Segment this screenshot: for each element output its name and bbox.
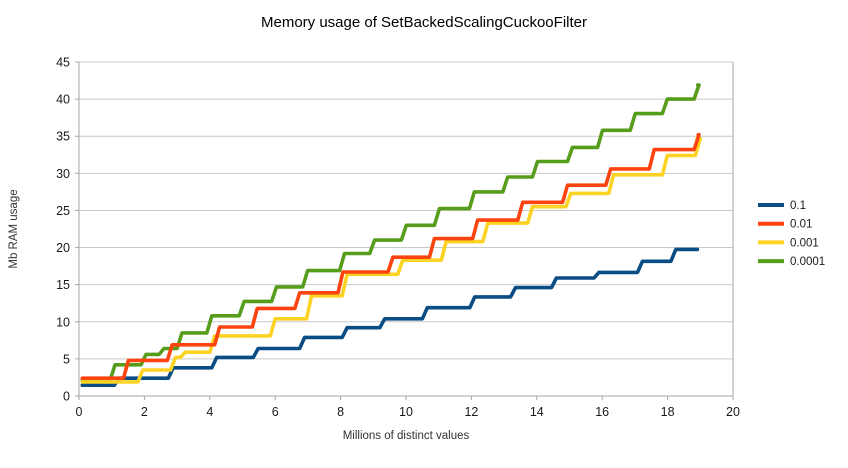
y-tick-label: 40 — [56, 93, 70, 107]
x-tick-label: 8 — [337, 405, 344, 419]
y-tick-label: 25 — [56, 204, 70, 218]
x-tick-label: 4 — [206, 405, 213, 419]
y-tick-label: 45 — [56, 56, 70, 70]
x-tick-label: 14 — [530, 405, 544, 419]
x-tick-label: 18 — [661, 405, 675, 419]
y-tick-label: 30 — [56, 167, 70, 181]
x-tick-label: 6 — [272, 405, 279, 419]
y-tick-label: 15 — [56, 278, 70, 292]
x-axis-title: Millions of distinct values — [342, 430, 470, 442]
series-line-0.001 — [80, 136, 703, 384]
y-tick-label: 35 — [56, 130, 70, 144]
series-line-0.01 — [80, 132, 701, 380]
y-tick-label: 0 — [63, 390, 70, 404]
legend-label-0.0001: 0.0001 — [790, 256, 825, 268]
x-tick-label: 12 — [464, 405, 478, 419]
x-tick-label: 10 — [399, 405, 413, 419]
chart-title: Memory usage of SetBackedScalingCuckooFi… — [261, 14, 587, 31]
x-tick-label: 0 — [76, 405, 83, 419]
legend-label-0.1: 0.1 — [790, 200, 806, 212]
y-tick-label: 10 — [56, 315, 70, 329]
legend-label-0.01: 0.01 — [790, 219, 812, 231]
y-tick-label: 20 — [56, 241, 70, 255]
y-axis-title: Mb RAM usage — [8, 189, 20, 269]
legend-label-0.001: 0.001 — [790, 237, 819, 249]
y-tick-label: 5 — [63, 352, 70, 366]
series-line-0.1 — [80, 247, 700, 387]
x-tick-label: 16 — [595, 405, 609, 419]
x-tick-label: 20 — [726, 405, 740, 419]
series-line-0.0001 — [80, 83, 701, 383]
x-tick-label: 2 — [141, 405, 148, 419]
